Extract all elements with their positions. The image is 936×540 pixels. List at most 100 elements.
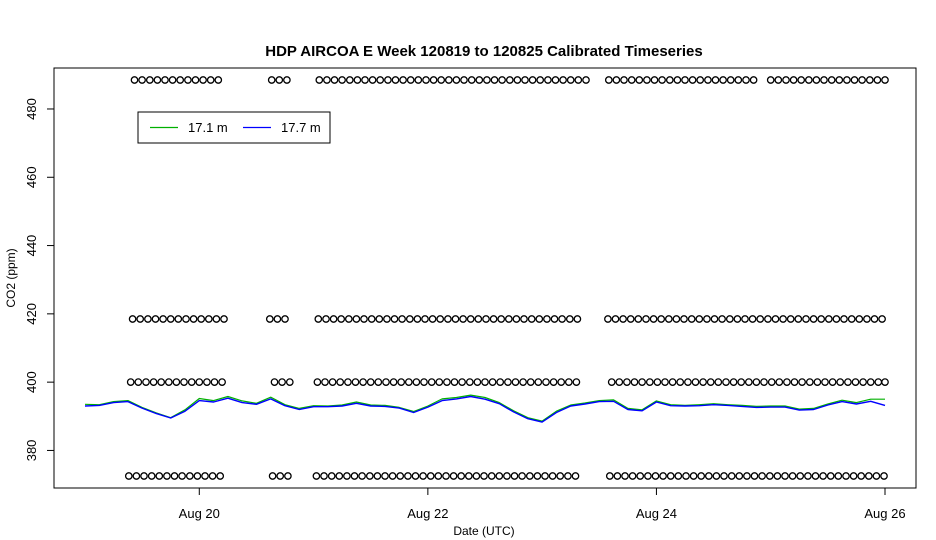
- marker-circle: [781, 472, 789, 480]
- marker-circle: [813, 378, 822, 386]
- marker-circle: [564, 472, 572, 480]
- marker-circle: [611, 315, 620, 323]
- marker-circle: [665, 76, 674, 84]
- marker-circle: [726, 76, 735, 84]
- marker-circle: [458, 378, 466, 386]
- marker-circle: [571, 472, 580, 480]
- marker-circle: [482, 315, 490, 323]
- marker-circle: [193, 472, 202, 480]
- marker-circle: [733, 315, 742, 323]
- marker-circle: [413, 315, 422, 323]
- marker-circle: [558, 315, 566, 323]
- marker-circle: [850, 76, 859, 84]
- marker-circle: [189, 315, 198, 323]
- y-tick-label: 480: [24, 98, 39, 120]
- marker-circle: [573, 315, 582, 323]
- marker-circle: [172, 378, 181, 386]
- marker-circle: [406, 76, 415, 84]
- marker-circle: [327, 472, 336, 480]
- marker-circle: [359, 378, 367, 386]
- marker-circle: [863, 315, 871, 323]
- marker-circle: [132, 472, 141, 480]
- marker-circle: [210, 378, 219, 386]
- x-tick-label: Aug 26: [864, 506, 905, 521]
- marker-circle: [498, 76, 506, 84]
- marker-circle: [161, 76, 169, 84]
- marker-circle: [442, 472, 450, 480]
- marker-circle: [858, 76, 866, 84]
- marker-circle: [345, 76, 354, 84]
- marker-circle: [429, 76, 438, 84]
- marker-circle: [399, 76, 407, 84]
- marker-circle: [511, 378, 520, 386]
- marker-circle: [434, 472, 443, 480]
- marker-circle: [821, 378, 829, 386]
- marker-circle: [865, 76, 874, 84]
- marker-circle: [163, 472, 171, 480]
- marker-circle: [689, 472, 698, 480]
- marker-circle: [786, 315, 795, 323]
- marker-circle: [881, 76, 889, 84]
- marker-circle: [699, 378, 707, 386]
- marker-circle: [199, 76, 207, 84]
- marker-circle: [836, 378, 845, 386]
- marker-circle: [666, 472, 675, 480]
- marker-circle: [528, 76, 537, 84]
- marker-circle: [619, 315, 627, 323]
- marker-circle: [645, 378, 654, 386]
- marker-circle: [612, 76, 621, 84]
- marker-circle: [536, 76, 545, 84]
- marker-circle: [284, 472, 292, 480]
- marker-circle: [483, 76, 491, 84]
- marker-circle: [668, 378, 677, 386]
- marker-circle: [664, 315, 673, 323]
- marker-circle: [710, 315, 719, 323]
- marker-circle: [790, 378, 799, 386]
- marker-circle: [505, 76, 514, 84]
- marker-circle: [350, 472, 359, 480]
- marker-circle: [661, 378, 669, 386]
- marker-circle: [804, 76, 813, 84]
- marker-circle: [130, 76, 139, 84]
- marker-circle: [789, 76, 798, 84]
- marker-circle: [421, 315, 429, 323]
- marker-circle: [344, 315, 353, 323]
- marker-circle: [391, 76, 400, 84]
- marker-circle: [422, 76, 430, 84]
- marker-circle: [510, 472, 519, 480]
- marker-circle: [881, 378, 889, 386]
- marker-circle: [621, 472, 629, 480]
- marker-circle: [214, 76, 223, 84]
- marker-circle: [178, 472, 186, 480]
- marker-circle: [330, 76, 339, 84]
- marker-circle: [212, 315, 221, 323]
- marker-circle: [426, 472, 435, 480]
- marker-circle: [495, 472, 504, 480]
- marker-circle: [443, 378, 451, 386]
- marker-circle: [864, 472, 873, 480]
- marker-circle: [314, 315, 323, 323]
- marker-circle: [444, 76, 453, 84]
- marker-circle: [460, 76, 468, 84]
- marker-circle: [480, 472, 488, 480]
- marker-circle: [153, 76, 162, 84]
- marker-circle: [752, 378, 761, 386]
- marker-circle: [138, 76, 146, 84]
- marker-circle: [381, 472, 389, 480]
- marker-circle: [758, 472, 766, 480]
- marker-circle: [180, 378, 188, 386]
- marker-circle: [526, 378, 535, 386]
- marker-circle: [681, 76, 689, 84]
- marker-circle: [376, 76, 385, 84]
- marker-circle: [774, 76, 783, 84]
- x-axis: Aug 20 Aug 22 Aug 24 Aug 26: [179, 487, 906, 521]
- marker-circle: [680, 315, 688, 323]
- marker-circle: [636, 472, 645, 480]
- marker-circle: [285, 378, 294, 386]
- marker-circle: [737, 378, 746, 386]
- marker-circle: [216, 472, 225, 480]
- marker-circle: [420, 378, 428, 386]
- marker-circle: [544, 76, 552, 84]
- marker-circle: [550, 315, 559, 323]
- marker-circle: [734, 76, 743, 84]
